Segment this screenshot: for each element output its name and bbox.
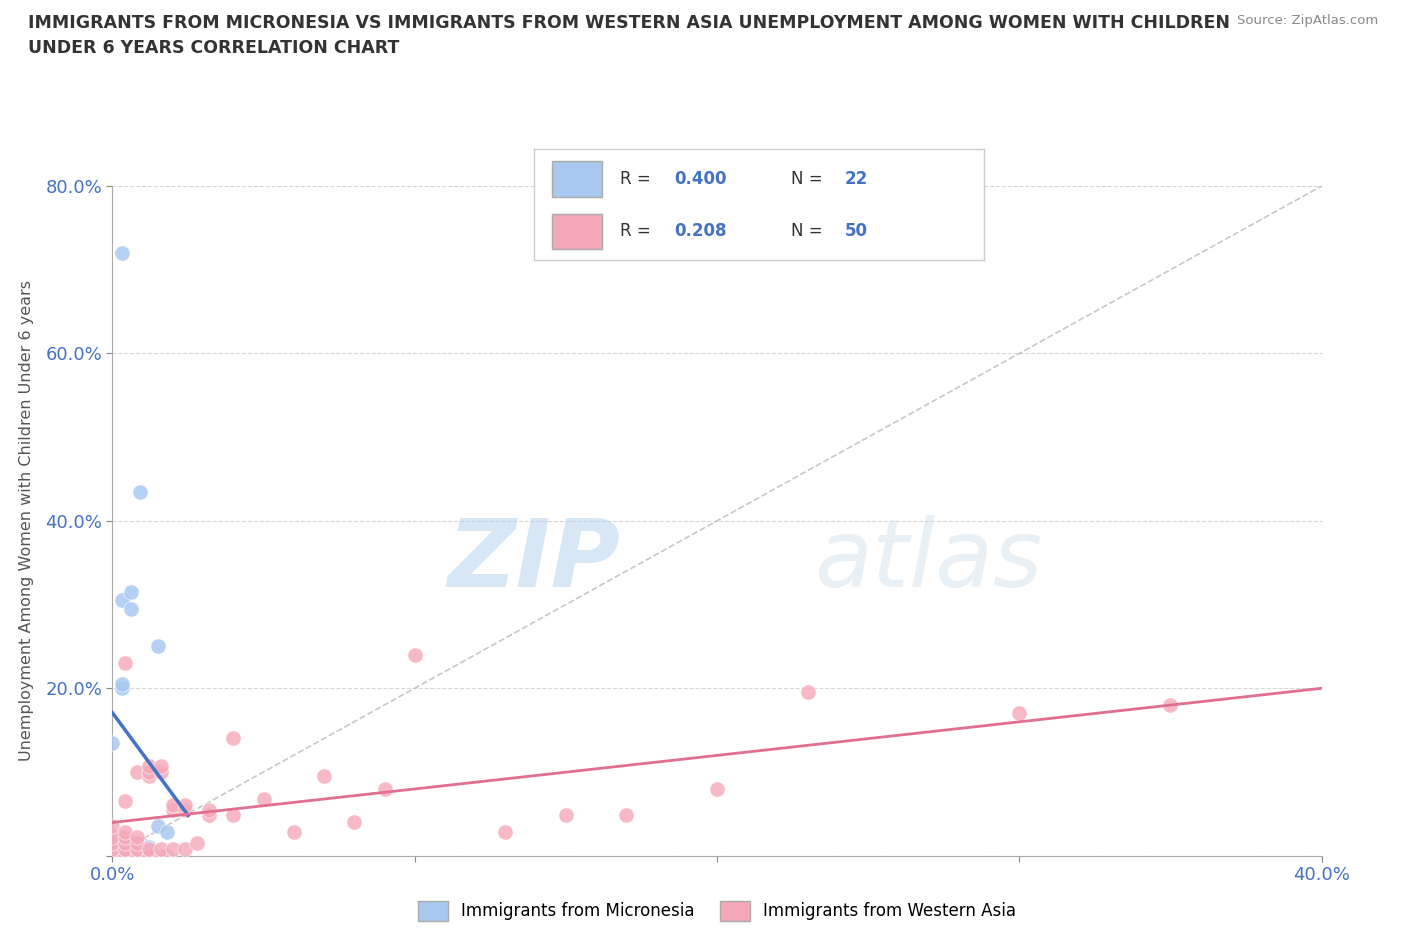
- Point: [101, 735, 124, 750]
- Point: [616, 808, 638, 823]
- Point: [110, 593, 132, 608]
- Point: [404, 647, 426, 662]
- Point: [138, 848, 160, 863]
- Text: ZIP: ZIP: [447, 515, 620, 607]
- Point: [125, 764, 148, 779]
- Point: [1008, 706, 1031, 721]
- Point: [198, 808, 221, 823]
- Point: [138, 759, 160, 774]
- Legend: Immigrants from Micronesia, Immigrants from Western Asia: Immigrants from Micronesia, Immigrants f…: [412, 894, 1022, 927]
- Text: IMMIGRANTS FROM MICRONESIA VS IMMIGRANTS FROM WESTERN ASIA UNEMPLOYMENT AMONG WO: IMMIGRANTS FROM MICRONESIA VS IMMIGRANTS…: [28, 14, 1230, 32]
- Point: [101, 848, 124, 863]
- Point: [101, 848, 124, 863]
- Y-axis label: Unemployment Among Women with Children Under 6 years: Unemployment Among Women with Children U…: [20, 280, 34, 762]
- Point: [146, 819, 169, 834]
- Point: [554, 808, 576, 823]
- FancyBboxPatch shape: [553, 161, 602, 197]
- Point: [110, 246, 132, 260]
- Point: [138, 848, 160, 863]
- Text: 0.400: 0.400: [673, 170, 727, 188]
- Point: [283, 825, 305, 840]
- Point: [120, 835, 142, 850]
- Point: [128, 835, 150, 850]
- Point: [162, 842, 184, 857]
- Point: [125, 842, 148, 857]
- Point: [174, 798, 197, 813]
- Text: atlas: atlas: [814, 515, 1042, 606]
- Point: [149, 848, 172, 863]
- Point: [156, 848, 179, 863]
- Text: Source: ZipAtlas.com: Source: ZipAtlas.com: [1237, 14, 1378, 27]
- Point: [198, 802, 221, 817]
- Point: [101, 835, 124, 850]
- Point: [120, 602, 142, 617]
- Point: [314, 768, 336, 783]
- Point: [101, 828, 124, 843]
- Point: [149, 759, 172, 774]
- Point: [114, 835, 136, 850]
- Point: [138, 842, 160, 857]
- Point: [110, 848, 132, 863]
- Point: [222, 731, 245, 746]
- Point: [125, 835, 148, 850]
- Text: 50: 50: [845, 222, 868, 240]
- Point: [128, 485, 150, 499]
- Point: [156, 825, 179, 840]
- Point: [149, 764, 172, 779]
- Point: [495, 825, 517, 840]
- Point: [374, 781, 396, 796]
- Text: N =: N =: [790, 222, 828, 240]
- Text: N =: N =: [790, 170, 828, 188]
- Point: [1159, 698, 1181, 712]
- Text: R =: R =: [620, 222, 655, 240]
- Point: [114, 848, 136, 863]
- Point: [120, 848, 142, 863]
- Point: [110, 677, 132, 692]
- Point: [138, 764, 160, 779]
- Point: [125, 830, 148, 844]
- Point: [138, 840, 160, 855]
- FancyBboxPatch shape: [553, 214, 602, 249]
- Text: R =: R =: [620, 170, 655, 188]
- Point: [101, 819, 124, 834]
- Point: [222, 808, 245, 823]
- Point: [125, 848, 148, 863]
- Point: [101, 842, 124, 857]
- Point: [114, 794, 136, 809]
- Point: [101, 830, 124, 844]
- Point: [138, 768, 160, 783]
- Point: [343, 815, 366, 830]
- Point: [110, 681, 132, 696]
- Point: [162, 798, 184, 813]
- Point: [110, 835, 132, 850]
- Text: UNDER 6 YEARS CORRELATION CHART: UNDER 6 YEARS CORRELATION CHART: [28, 39, 399, 57]
- Point: [114, 830, 136, 844]
- Point: [174, 802, 197, 817]
- Point: [186, 835, 208, 850]
- Point: [114, 656, 136, 671]
- Point: [146, 639, 169, 654]
- Point: [101, 835, 124, 850]
- Point: [114, 842, 136, 857]
- Point: [706, 781, 728, 796]
- Point: [149, 842, 172, 857]
- Point: [174, 842, 197, 857]
- Text: 0.208: 0.208: [673, 222, 727, 240]
- Point: [120, 585, 142, 600]
- Point: [162, 802, 184, 817]
- Point: [253, 791, 276, 806]
- Point: [114, 825, 136, 840]
- Text: 22: 22: [845, 170, 868, 188]
- Point: [796, 684, 818, 700]
